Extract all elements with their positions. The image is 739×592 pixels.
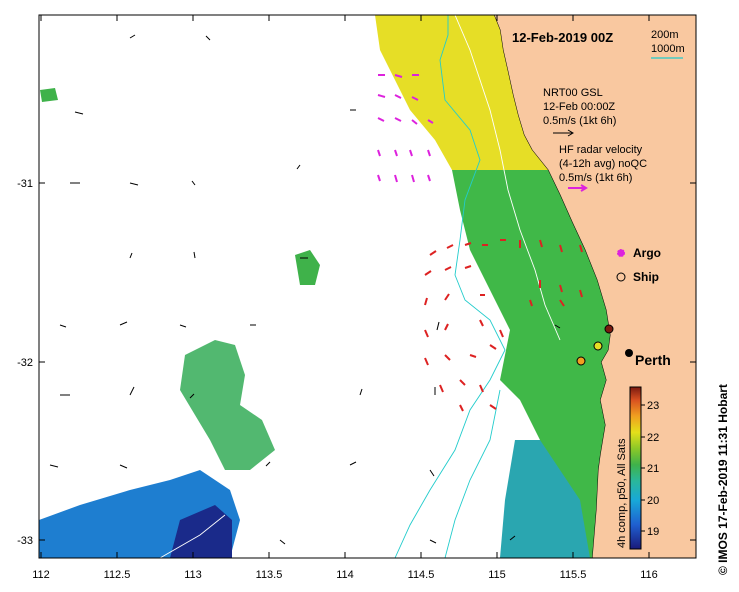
sst-patch-west — [295, 250, 320, 285]
radar-legend: HF radar velocity (4-12h avg) noQC 0.5m/… — [559, 144, 647, 192]
model-legend-arrow — [553, 129, 574, 137]
x-tick-label: 112.5 — [104, 569, 131, 581]
map-title: 12-Feb-2019 00Z — [512, 30, 613, 45]
ship-marker-icon — [616, 272, 626, 282]
radar-arrows-south — [424, 239, 583, 412]
contour-1000m — [394, 15, 506, 558]
map-frame — [38, 14, 697, 559]
argo-legend-label: Argo — [633, 246, 661, 260]
perth-marker-icon — [625, 349, 633, 357]
contour-legend: 200m 1000m — [651, 29, 685, 59]
credit-label: © IMOS 17-Feb-2019 11:31 Hobart — [716, 384, 730, 575]
mooring-marker-icon — [604, 324, 614, 334]
colorbar-ramp — [629, 386, 642, 550]
city-label: Perth — [635, 352, 671, 368]
ship-position-icon — [593, 341, 603, 351]
sst-patch-mid — [180, 340, 275, 470]
argo-marker-icon — [617, 249, 625, 257]
radar-legend-scale: 0.5m/s (1kt 6h) — [559, 172, 632, 184]
x-tick-label: 114.5 — [408, 569, 435, 581]
sst-speck-nw — [40, 88, 58, 102]
tick-marks — [39, 15, 696, 558]
sst-patch-southwest-deep — [170, 505, 232, 558]
contour-legend-200m: 200m — [651, 29, 679, 41]
y-tick-label: -33 — [17, 535, 33, 547]
sst-swath-coastal — [375, 15, 548, 170]
y-tick-label: -32 — [17, 357, 33, 369]
model-legend-name: NRT00 GSL — [543, 87, 603, 99]
colorbar-tick: 23 — [647, 400, 659, 412]
x-tick-label: 115.5 — [560, 569, 587, 581]
model-legend-time: 12-Feb 00:00Z — [543, 101, 615, 113]
model-arrows — [49, 34, 561, 545]
ship-legend-label: Ship — [633, 270, 659, 284]
y-axis-labels: -31 -32 -33 — [17, 178, 33, 547]
x-tick-label: 115 — [488, 569, 506, 581]
x-tick-label: 112 — [32, 569, 50, 581]
colorbar-tick: 21 — [647, 463, 659, 475]
radar-legend-name: HF radar velocity — [559, 144, 643, 156]
colorbar-tick: 20 — [647, 495, 659, 507]
x-tick-label: 116 — [640, 569, 658, 581]
colorbar-tick: 19 — [647, 526, 659, 538]
y-tick-label: -31 — [17, 178, 33, 190]
model-legend-scale: 0.5m/s (1kt 6h) — [543, 115, 616, 127]
x-tick-label: 114 — [336, 569, 354, 581]
x-tick-label: 113.5 — [256, 569, 283, 581]
sst-swath-cool — [500, 440, 590, 558]
colorbar-tick: 22 — [647, 432, 659, 444]
colorbar-label: 4h comp, p50, All Sats — [616, 438, 628, 548]
radar-arrows-north — [377, 74, 434, 183]
ship-position-icon — [576, 356, 586, 366]
marker-legend: Argo Ship — [616, 246, 661, 284]
colorbar: 23 22 21 20 19 4h comp, p50, All Sats — [616, 386, 659, 550]
contour-sw — [159, 514, 226, 558]
radar-legend-avg: (4-12h avg) noQC — [559, 158, 647, 170]
x-axis-labels: 112 112.5 113 113.5 114 114.5 115 115.5 … — [32, 569, 658, 581]
x-tick-label: 113 — [184, 569, 202, 581]
contour-legend-1000m: 1000m — [651, 43, 685, 55]
station-markers — [576, 324, 633, 366]
radar-legend-arrow — [568, 184, 588, 192]
contour-1000m-south — [444, 389, 501, 558]
model-legend: NRT00 GSL 12-Feb 00:00Z 0.5m/s (1kt 6h) — [543, 87, 616, 137]
sst-swath-green — [452, 170, 610, 558]
